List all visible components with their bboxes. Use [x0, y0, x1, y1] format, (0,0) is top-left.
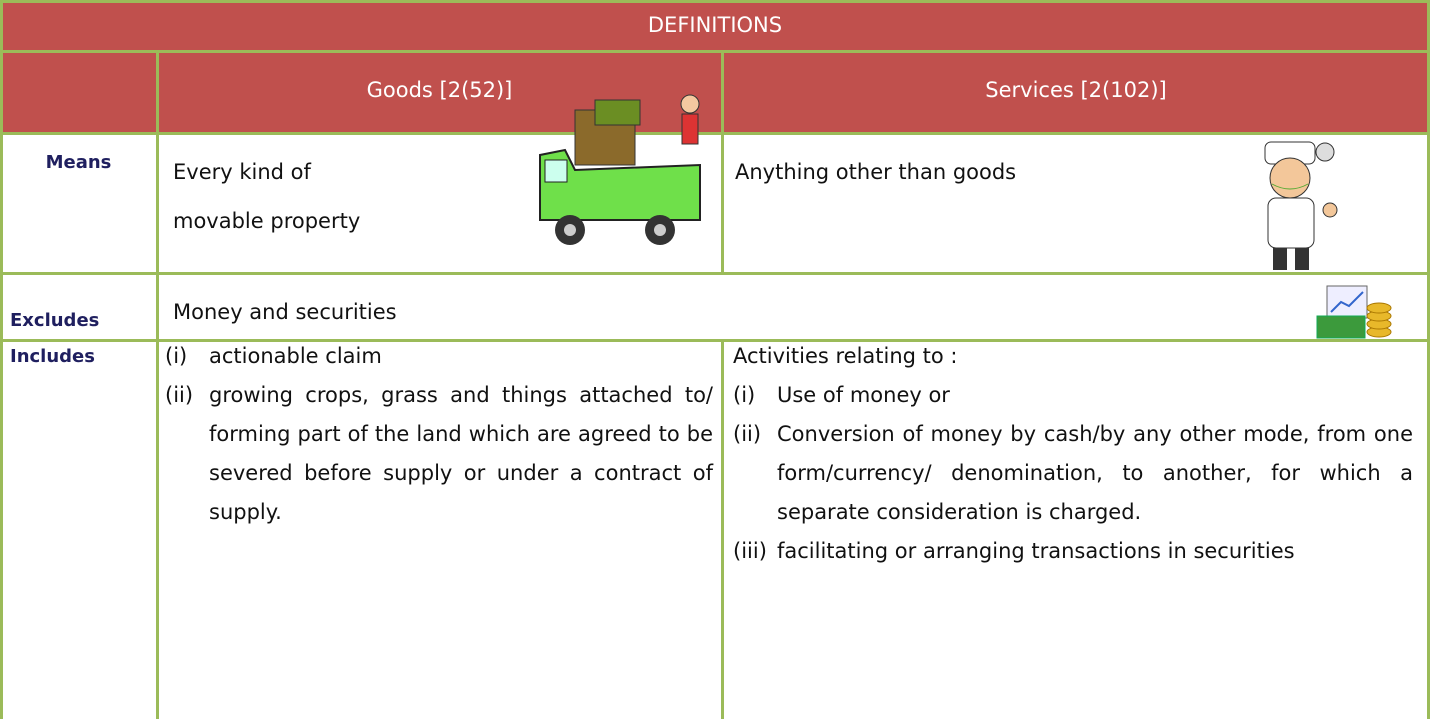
border	[0, 0, 3, 719]
item-marker: (ii)	[165, 383, 194, 407]
item-marker: (ii)	[733, 422, 762, 446]
item-marker: (i)	[733, 383, 756, 407]
row-label: Excludes	[10, 310, 100, 331]
border	[721, 50, 724, 273]
cell-text: Every kind of	[173, 160, 311, 184]
doctor-illustration	[1264, 141, 1338, 270]
services-list: Activities relating to : (i) Use of money …	[733, 337, 1413, 571]
item-text: Use of money or	[777, 383, 950, 407]
item-text: growing crops, grass and things attached…	[209, 383, 713, 524]
cell-text: Anything other than goods	[735, 160, 1017, 184]
list-intro: Activities relating to :	[733, 344, 958, 368]
truck-illustration	[539, 94, 701, 245]
border	[0, 132, 1430, 135]
column-header: Goods [2(52)]	[366, 78, 513, 102]
header-band	[0, 0, 1430, 133]
border	[0, 50, 1430, 53]
item-marker: (i)	[165, 344, 188, 368]
item-text: Conversion of money by cash/by any other…	[777, 422, 1413, 524]
border	[0, 272, 1430, 275]
cell-text: movable property	[173, 209, 361, 233]
list-item: (iii) facilitating or arranging transacti…	[733, 532, 1413, 571]
list-item: (i) actionable claim	[165, 337, 713, 376]
column-header: Services [2(102)]	[985, 78, 1167, 102]
list-item: (i) Use of money or	[733, 376, 1413, 415]
list-item: (ii) growing crops, grass and things atta…	[165, 376, 713, 532]
row-label: Includes	[10, 346, 95, 367]
border	[156, 50, 159, 719]
border	[1427, 0, 1430, 719]
item-text: actionable claim	[209, 344, 382, 368]
money-illustration	[1316, 285, 1392, 339]
item-marker: (iii)	[733, 539, 767, 563]
border	[721, 339, 724, 719]
cell-text: Money and securities	[173, 300, 397, 324]
table-title: DEFINITIONS	[647, 13, 783, 37]
goods-list: (i) actionable claim (ii) growing crops, gr…	[165, 337, 713, 532]
border	[0, 339, 1430, 342]
list-item: (ii) Conversion of money by cash/by any o…	[733, 415, 1413, 532]
item-text: facilitating or arranging transactions i…	[777, 539, 1295, 563]
border	[0, 0, 1430, 3]
row-label: Means	[45, 152, 112, 173]
